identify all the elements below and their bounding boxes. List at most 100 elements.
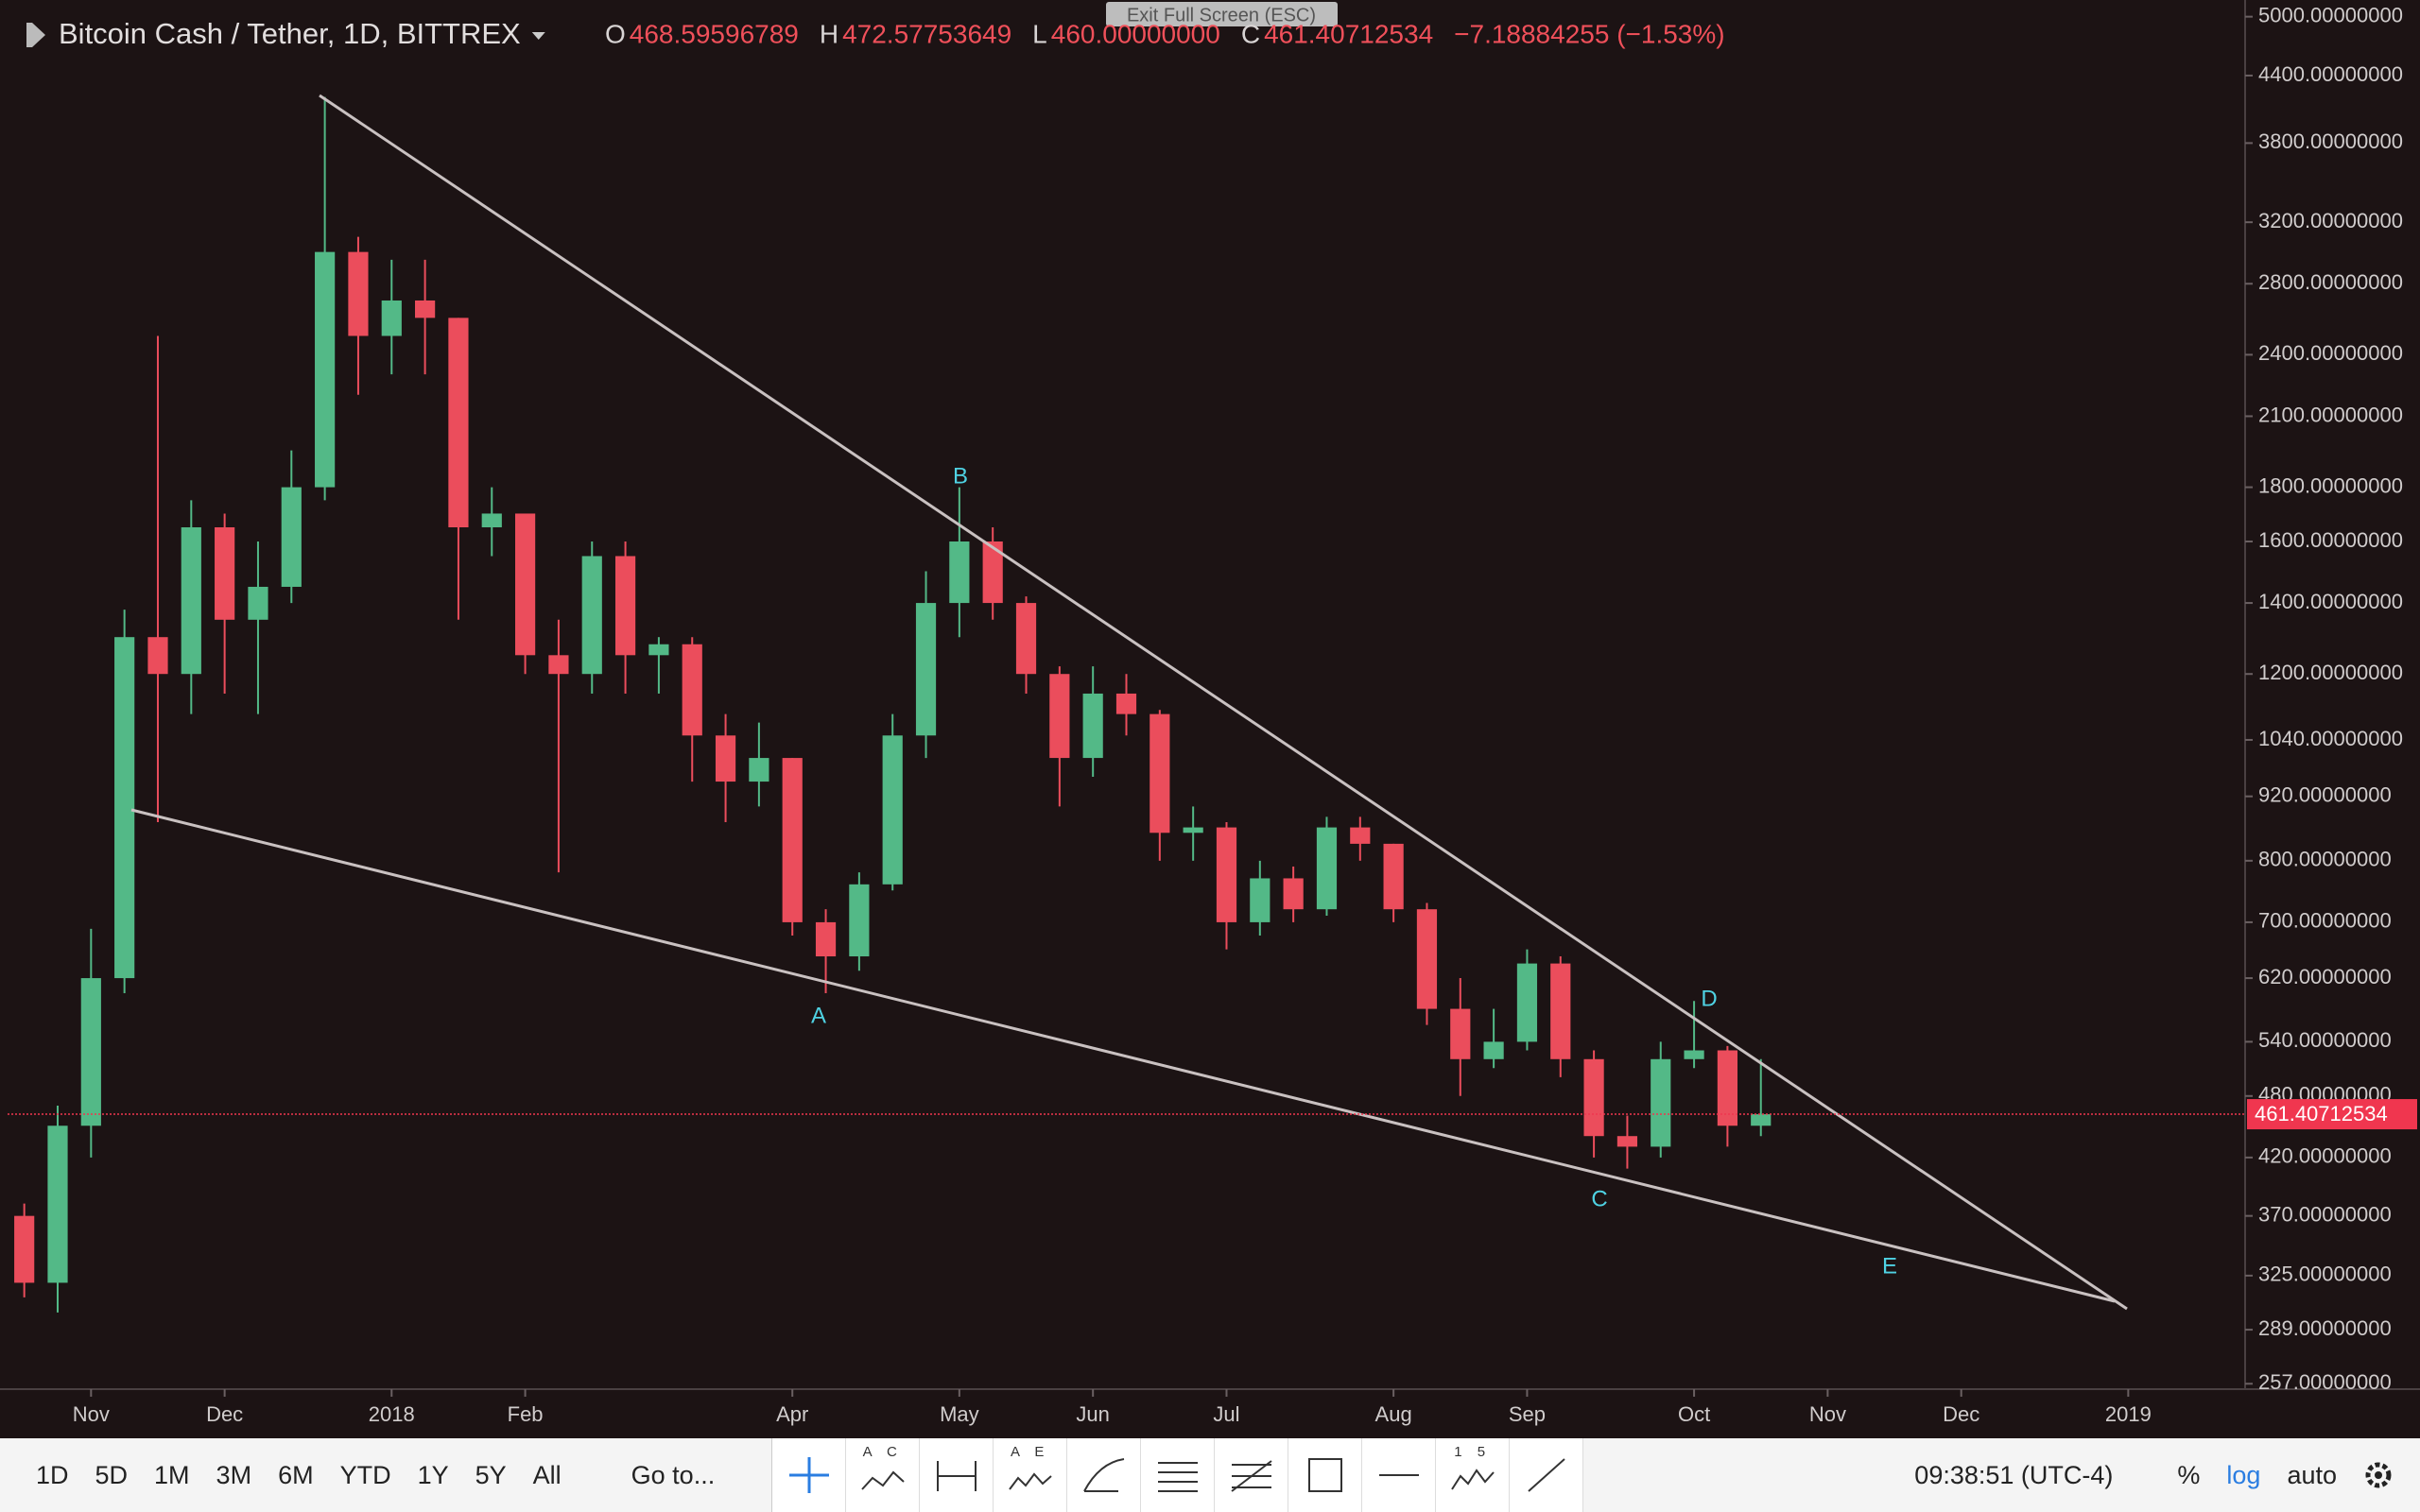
candle-body	[47, 1125, 68, 1283]
candle-body	[715, 735, 736, 782]
ohlc-legend: O 468.59596789 H 472.57753649 L 460.00000000 C…	[605, 19, 1725, 48]
candle-body	[281, 487, 302, 587]
legend-change: −7.18884255 (−1.53%)	[1454, 19, 1724, 48]
y-tick-label: 1400.00000000	[2258, 590, 2403, 613]
y-tick-label: 2100.00000000	[2258, 403, 2403, 426]
range-button[interactable]: YTD	[339, 1460, 391, 1489]
annotation: D	[1701, 986, 1717, 1011]
clock: 09:38:51 (UTC-4)	[1914, 1460, 2114, 1489]
tool[interactable]: 1 5	[1436, 1438, 1511, 1512]
candle-body	[782, 758, 803, 922]
y-tick-label: 2400.00000000	[2258, 341, 2403, 365]
candle-body	[915, 603, 937, 736]
auto-toggle[interactable]: auto	[2287, 1460, 2337, 1489]
candle-body	[1583, 1058, 1604, 1137]
candle-body	[849, 884, 870, 957]
candle-body	[682, 644, 702, 736]
candle-body	[248, 586, 268, 620]
tool[interactable]	[920, 1438, 994, 1512]
last-price-box	[2247, 1099, 2417, 1130]
log-toggle[interactable]: log	[2226, 1460, 2261, 1489]
percent-toggle[interactable]: %	[2177, 1460, 2201, 1489]
tool[interactable]	[1067, 1438, 1142, 1512]
tool[interactable]: A C	[846, 1438, 921, 1512]
legend-value: 460.00000000	[1051, 19, 1220, 48]
x-tick-label: Jun	[1076, 1402, 1109, 1426]
x-tick-label: May	[940, 1402, 979, 1426]
annotation: B	[953, 463, 968, 489]
tool-label: A C	[862, 1444, 903, 1460]
range-button[interactable]: 1M	[154, 1460, 190, 1489]
candle-body	[548, 655, 569, 675]
candle-body	[514, 513, 536, 656]
x-tick-label: Nov	[73, 1402, 110, 1426]
plot	[14, 96, 1772, 1313]
overlay-text[interactable]: Exit Full Screen (ESC)	[1127, 5, 1316, 26]
range-button[interactable]: 5Y	[475, 1460, 507, 1489]
candle-body	[315, 251, 336, 488]
range-button[interactable]: 1D	[36, 1460, 69, 1489]
y-tick-label: 2800.00000000	[2258, 270, 2403, 294]
legend-value: 472.57753649	[842, 19, 1011, 48]
y-tick-label: 420.00000000	[2258, 1144, 2392, 1168]
tool[interactable]	[1510, 1438, 1584, 1512]
candle-body	[982, 541, 1003, 604]
candle-body	[1516, 963, 1538, 1042]
x-tick-label: 2019	[2105, 1402, 2152, 1426]
goto-button[interactable]: Go to...	[631, 1460, 716, 1489]
x-tick-label: Feb	[508, 1402, 544, 1426]
x-tick-label: Dec	[1943, 1402, 1979, 1426]
trend-line	[319, 94, 2128, 1311]
symbol-title[interactable]: Bitcoin Cash / Tether, 1D, BITTREX	[59, 17, 521, 50]
y-tick-label: 1200.00000000	[2258, 661, 2403, 684]
tool-label: A E	[1011, 1444, 1050, 1460]
range-button[interactable]: All	[532, 1460, 562, 1489]
tool[interactable]: A E	[994, 1438, 1068, 1512]
range-button[interactable]: 1Y	[417, 1460, 449, 1489]
range-button[interactable]: 3M	[216, 1460, 252, 1489]
y-tick-label: 700.00000000	[2258, 909, 2392, 933]
candle-body	[1283, 878, 1304, 910]
drawing-tools: A C A E 1 5	[771, 1438, 1584, 1512]
candle-body	[181, 527, 201, 675]
x-tick-label: Jul	[1213, 1402, 1239, 1426]
y-tick-label: 800.00000000	[2258, 848, 2392, 871]
x-tick-label: Nov	[1809, 1402, 1846, 1426]
legend-key: O	[605, 19, 626, 48]
legend-value: 468.59596789	[630, 19, 799, 48]
candle-body	[749, 758, 769, 782]
trend-line	[130, 808, 2116, 1303]
x-tick-label: Apr	[776, 1402, 808, 1426]
settings-icon[interactable]	[2360, 1456, 2397, 1494]
candle-body	[1316, 827, 1338, 910]
candle-body	[815, 921, 837, 957]
tool[interactable]	[772, 1438, 847, 1512]
annotation: E	[1882, 1253, 1897, 1279]
annotation: A	[811, 1003, 826, 1028]
y-tick-label: 620.00000000	[2258, 965, 2392, 988]
range-button[interactable]: 6M	[278, 1460, 314, 1489]
candle-body	[448, 318, 469, 528]
x-tick-label: 2018	[369, 1402, 415, 1426]
candle-body	[949, 541, 970, 604]
candle-body	[1616, 1136, 1638, 1147]
candle-body	[1416, 909, 1438, 1009]
y-tick-label: 1600.00000000	[2258, 528, 2403, 552]
candle-body	[381, 300, 402, 336]
candle-body	[215, 527, 235, 620]
candle-body	[614, 556, 636, 656]
tool[interactable]	[1362, 1438, 1437, 1512]
candle-body	[1450, 1008, 1471, 1059]
tool[interactable]	[1288, 1438, 1363, 1512]
candle-body	[648, 644, 669, 656]
annotation: C	[1591, 1186, 1607, 1211]
range-button[interactable]: 5D	[95, 1460, 129, 1489]
tool[interactable]	[1215, 1438, 1289, 1512]
legend-key: L	[1032, 19, 1047, 48]
candle-body	[147, 637, 168, 675]
tool[interactable]	[1141, 1438, 1216, 1512]
y-tick-label: 1040.00000000	[2258, 727, 2403, 750]
candle-body	[1250, 878, 1270, 922]
candle-body	[1651, 1058, 1671, 1147]
y-tick-label: 4400.00000000	[2258, 62, 2403, 86]
